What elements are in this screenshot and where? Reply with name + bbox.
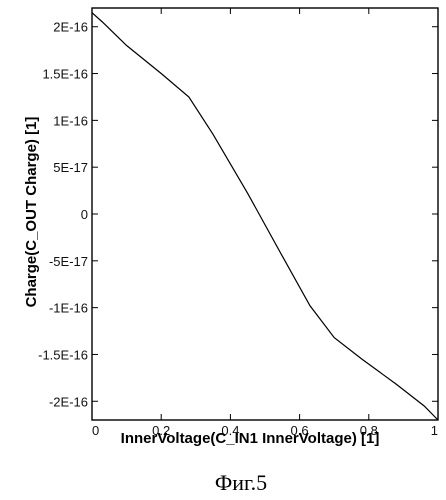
y-tick-label: -2E-16	[49, 394, 88, 409]
y-axis-label: Charge(C_OUT Charge) [1]	[23, 117, 40, 308]
x-axis-label: InnerVoltage(C_IN1 InnerVoltage) [1]	[121, 430, 380, 447]
y-tick-label: -1.5E-16	[38, 347, 88, 362]
plot-area	[92, 8, 438, 420]
x-tick-label: 0	[92, 423, 99, 438]
y-axis-ticks: 2E-16 1.5E-16 1E-16 5E-17 0 -5E-17 -1E-16 -1.5E…	[38, 20, 438, 410]
y-tick-label: 5E-17	[53, 160, 88, 175]
y-tick-label: 1.5E-16	[42, 67, 88, 82]
plot-frame	[92, 8, 438, 420]
x-tick-label: 1	[431, 423, 438, 438]
x-axis-ticks: 00.20.40.60.81	[92, 8, 438, 438]
y-tick-label: -1E-16	[49, 301, 88, 316]
y-tick-label: 0	[81, 207, 88, 222]
y-tick-label: 2E-16	[53, 20, 88, 35]
figure-caption: Фиг.5	[215, 470, 267, 495]
y-tick-label: 1E-16	[53, 113, 88, 128]
series-line	[92, 13, 438, 420]
series-layer	[92, 13, 438, 420]
y-tick-label: -5E-17	[49, 254, 88, 269]
